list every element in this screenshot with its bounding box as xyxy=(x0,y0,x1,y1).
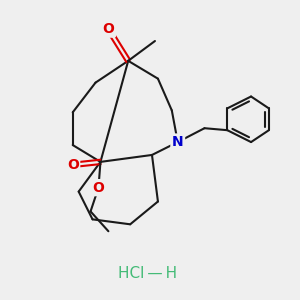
Text: HCl — H: HCl — H xyxy=(118,266,178,281)
Text: O: O xyxy=(67,158,79,172)
Text: O: O xyxy=(92,181,104,195)
Text: O: O xyxy=(103,22,114,36)
Text: N: N xyxy=(172,135,184,149)
